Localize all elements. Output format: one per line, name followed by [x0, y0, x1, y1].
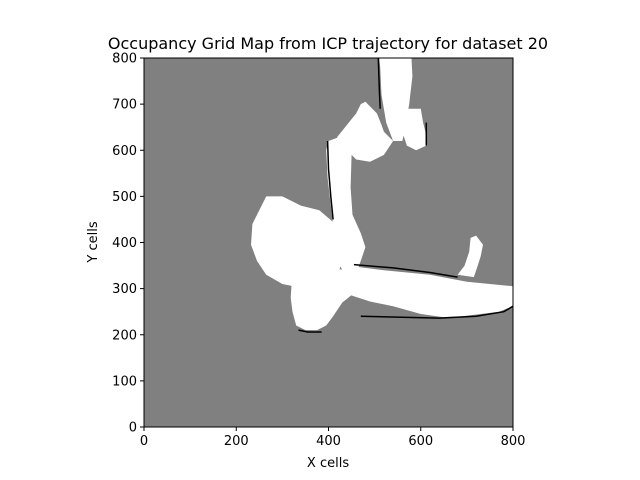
plot-area	[143, 57, 514, 428]
occupied-edge-2	[326, 140, 334, 220]
occupied-edge-1	[377, 57, 381, 109]
x-tick-label: 800	[501, 434, 526, 449]
free-region-3	[335, 101, 394, 162]
free-region-8	[457, 235, 483, 278]
occupied-edge-3	[360, 305, 514, 319]
x-axis-label: X cells	[307, 456, 349, 471]
occupied-edge-5	[298, 329, 322, 333]
free-region-6	[290, 267, 357, 331]
free-space-layer	[251, 58, 513, 331]
y-axis-ticks: 0 100 200 300 400 500 600 700 800	[112, 52, 144, 436]
y-tick-label: 300	[112, 282, 137, 297]
x-tick-label: 0	[140, 434, 148, 449]
y-axis-label: Y cells	[86, 221, 101, 263]
occupied-edge-layer	[298, 57, 514, 333]
y-tick-label: 400	[112, 236, 137, 251]
x-tick-label: 600	[408, 434, 433, 449]
x-tick-label: 400	[316, 434, 341, 449]
y-tick-label: 100	[112, 374, 137, 389]
y-tick-label: 600	[112, 144, 137, 159]
y-tick-label: 800	[112, 52, 137, 67]
free-region-2	[400, 108, 427, 151]
occupied-edge-6	[353, 263, 458, 278]
free-region-7	[344, 265, 513, 318]
x-tick-label: 200	[224, 434, 249, 449]
y-tick-label: 500	[112, 190, 137, 205]
x-axis-ticks: 0 200 400 600 800	[140, 427, 526, 449]
y-tick-label: 700	[112, 98, 137, 113]
free-region-5	[251, 196, 343, 289]
y-tick-label: 0	[129, 421, 137, 436]
y-tick-label: 200	[112, 328, 137, 343]
chart-title: Occupancy Grid Map from ICP trajectory f…	[108, 34, 548, 53]
